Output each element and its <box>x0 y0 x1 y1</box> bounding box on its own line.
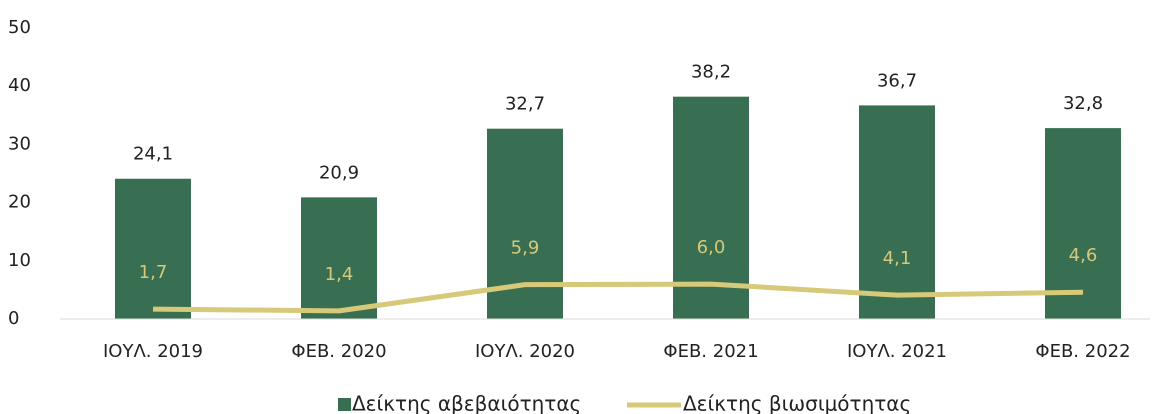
x-tick-label: ΦΕΒ. 2021 <box>663 341 758 362</box>
line-value-label: 4,6 <box>1069 245 1098 266</box>
bar-value-label: 32,7 <box>505 94 545 115</box>
line-value-label: 5,9 <box>511 238 540 259</box>
y-tick-label: 10 <box>8 250 31 271</box>
x-tick-label: ΙΟΥΛ. 2021 <box>847 341 947 362</box>
bar-value-label: 36,7 <box>877 70 917 91</box>
bar-value-label: 20,9 <box>319 162 359 183</box>
x-tick-label: ΙΟΥΛ. 2020 <box>475 341 575 362</box>
bar <box>1045 128 1121 319</box>
y-tick-label: 20 <box>8 192 31 213</box>
bar-value-label: 32,8 <box>1063 93 1103 114</box>
x-tick-label: ΙΟΥΛ. 2019 <box>103 341 203 362</box>
legend-label: Δείκτης βιωσιμότητας <box>683 392 911 414</box>
y-tick-label: 50 <box>8 17 31 38</box>
y-tick-label: 40 <box>8 75 31 96</box>
x-tick-label: ΦΕΒ. 2020 <box>291 341 386 362</box>
y-tick-label: 30 <box>8 133 31 154</box>
bar <box>859 105 935 319</box>
bar <box>115 178 191 319</box>
x-tick-label: ΦΕΒ. 2022 <box>1035 341 1130 362</box>
bar-value-label: 24,1 <box>133 144 173 165</box>
line-value-label: 6,0 <box>697 237 726 258</box>
line <box>152 281 1084 314</box>
bar-value-label: 38,2 <box>691 62 731 83</box>
y-tick-label: 0 <box>8 308 19 329</box>
line-value-label: 1,7 <box>139 262 168 283</box>
legend-swatch <box>338 398 351 411</box>
bar <box>301 197 377 319</box>
line-value-label: 4,1 <box>883 248 912 269</box>
legend-label: Δείκτης αβεβαιότητας <box>352 392 581 414</box>
line-value-label: 1,4 <box>325 264 354 285</box>
